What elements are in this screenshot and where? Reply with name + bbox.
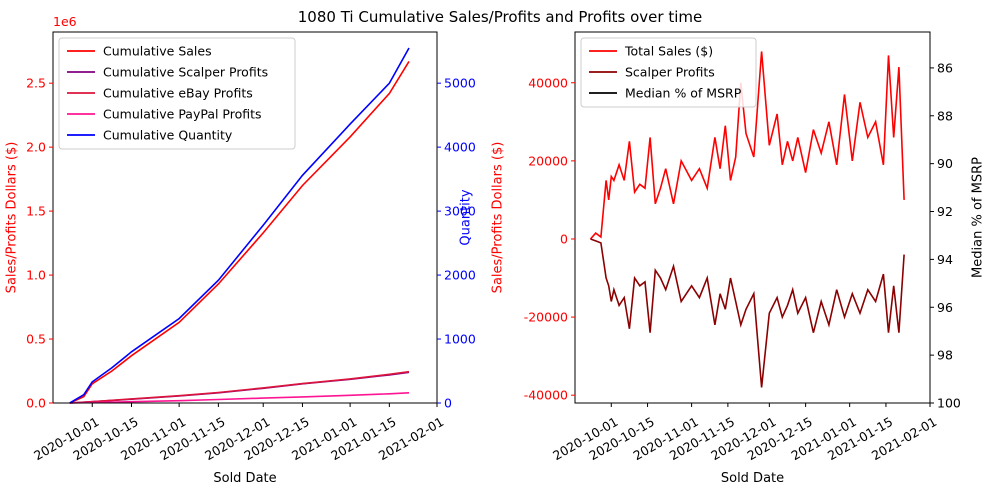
right-chart: 2020-10-012020-10-152020-11-012020-11-15… [491,31,986,486]
y-tick-label: 2.0 [26,140,46,155]
y-tick-label: 1.5 [26,204,46,219]
y2-axis-label: Quantity [459,189,474,245]
y2-tick-label: 2000 [444,268,476,283]
series-line-1 [590,238,905,388]
y-tick-label: 0.0 [26,396,46,411]
y2-tick-label: 94 [937,252,953,267]
left-chart: 2020-10-012020-10-152020-11-012020-11-15… [5,14,476,486]
y2-tick-label: 5000 [444,76,476,91]
legend-label: Cumulative Quantity [103,128,233,143]
y2-tick-label: 88 [937,108,953,123]
y-tick-label: 40000 [528,75,568,90]
y2-tick-label: 98 [937,348,953,363]
plot-frame [52,31,438,404]
y2-tick-label: 96 [937,300,953,315]
y2-axis-label: Median % of MSRP [971,157,986,278]
y2-tick-label: 1000 [444,332,476,347]
legend-label: Median % of MSRP [625,86,742,101]
x-axis-label: Sold Date [213,471,276,486]
y2-tick-label: 86 [937,60,953,75]
series-line-0 [69,60,410,404]
figure-title: 1080 Ti Cumulative Sales/Profits and Pro… [298,8,702,26]
legend-label: Cumulative Scalper Profits [103,65,268,80]
y2-tick-label: 3000 [444,204,476,219]
y-tick-label: 0 [560,231,568,246]
y2-tick-label: 100 [937,396,961,411]
legend-label: Total Sales ($) [624,44,713,59]
y-tick-label: 2.5 [26,76,46,91]
x-axis-label: Sold Date [721,471,784,486]
plot-frame [574,31,931,404]
y-tick-label: 1.0 [26,268,46,283]
series-line-2 [69,370,410,404]
y2-tick-label: 90 [937,156,953,171]
y-tick-label: 20000 [528,153,568,168]
series-line-0 [589,51,905,240]
y-tick-label: 0.5 [26,332,46,347]
legend-box [580,37,757,108]
y-axis-label: Sales/Profits Dollars ($) [5,142,20,294]
y2-tick-label: 0 [444,396,452,411]
y2-tick-label: 92 [937,204,953,219]
y2-tick-label: 4000 [444,140,476,155]
legend-label: Cumulative Sales [103,44,212,59]
legend-label: Scalper Profits [625,65,715,80]
legend-label: Cumulative PayPal Profits [103,107,262,122]
legend-box [58,37,296,150]
y-axis-label: Sales/Profits Dollars ($) [491,142,506,294]
series-line-4 [69,47,410,404]
series-line-3 [69,392,410,404]
y-tick-label: -40000 [524,388,568,403]
y-offset-label: 1e6 [53,14,77,29]
legend-label: Cumulative eBay Profits [103,86,253,101]
y-tick-label: -20000 [524,310,568,325]
